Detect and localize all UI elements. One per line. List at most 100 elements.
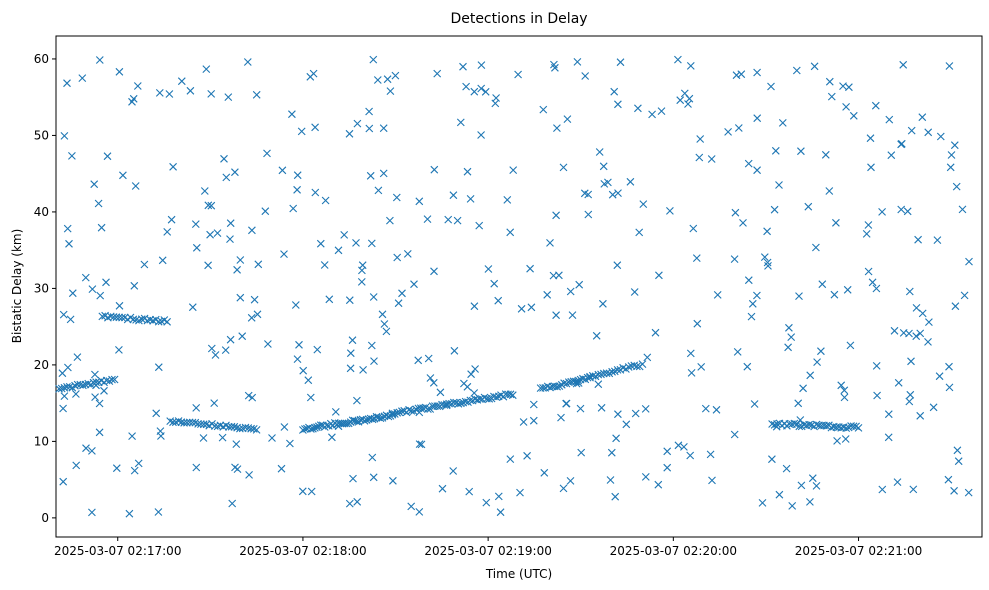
data-point-marker — [88, 508, 96, 517]
data-point-marker — [388, 410, 397, 419]
data-point-marker — [249, 425, 258, 433]
data-point-marker — [232, 440, 241, 448]
data-point-marker — [839, 82, 847, 90]
data-point-marker — [334, 422, 343, 431]
data-point-marker — [697, 363, 706, 371]
data-point-marker — [90, 180, 99, 189]
data-point-marker — [818, 280, 827, 289]
data-point-marker — [392, 193, 401, 202]
data-point-marker — [868, 278, 877, 287]
data-point-marker — [254, 260, 263, 269]
x-tick-label: 2025-03-07 02:20:00 — [610, 544, 737, 558]
data-point-marker — [706, 450, 715, 459]
data-point-marker — [207, 344, 216, 353]
data-point-marker — [878, 208, 886, 216]
data-point-marker — [778, 119, 787, 127]
data-point-marker — [684, 100, 692, 108]
data-point-marker — [753, 291, 761, 300]
data-point-marker — [884, 410, 893, 419]
data-point-marker — [540, 468, 549, 477]
data-point-marker — [389, 476, 397, 485]
data-point-marker — [817, 347, 825, 356]
data-point-marker — [797, 481, 806, 490]
data-point-marker — [794, 399, 803, 408]
data-point-marker — [430, 267, 438, 276]
data-point-marker — [845, 83, 853, 92]
data-point-marker — [481, 87, 490, 96]
data-point-marker — [346, 349, 355, 358]
data-point-marker — [651, 328, 660, 337]
data-point-marker — [167, 215, 176, 224]
data-point-marker — [373, 76, 382, 84]
data-point-marker — [115, 301, 124, 310]
data-point-marker — [238, 332, 247, 341]
data-point-marker — [575, 280, 584, 289]
data-point-marker — [496, 508, 505, 517]
data-point-marker — [734, 124, 743, 132]
data-point-marker — [357, 278, 366, 286]
data-point-marker — [380, 320, 389, 328]
data-point-marker — [110, 375, 119, 384]
data-point-marker — [599, 299, 607, 308]
data-point-marker — [348, 336, 357, 345]
data-point-marker — [529, 400, 538, 409]
data-point-marker — [131, 182, 140, 190]
data-point-marker — [379, 169, 388, 178]
data-point-marker — [631, 409, 640, 418]
data-point-marker — [94, 199, 103, 208]
data-point-marker — [696, 135, 705, 143]
data-point-marker — [154, 363, 163, 372]
data-point-marker — [821, 150, 830, 159]
data-point-marker — [573, 58, 582, 66]
data-point-marker — [213, 229, 222, 237]
data-point-marker — [906, 390, 915, 399]
data-point-marker — [840, 393, 849, 402]
data-point-marker — [128, 97, 136, 106]
data-point-marker — [626, 177, 635, 186]
data-point-marker — [453, 216, 462, 225]
data-point-marker — [407, 406, 416, 415]
data-point-marker — [519, 418, 528, 426]
data-point-marker — [112, 464, 121, 473]
data-point-marker — [758, 499, 767, 507]
data-point-marker — [810, 62, 819, 71]
data-point-marker — [449, 191, 458, 200]
data-point-marker — [311, 188, 320, 197]
data-point-marker — [433, 69, 442, 78]
data-point-marker — [638, 360, 647, 368]
data-point-marker — [592, 331, 601, 340]
data-point-marker — [444, 215, 453, 224]
data-point-marker — [964, 488, 973, 497]
data-point-marker — [614, 189, 622, 197]
data-point-marker — [250, 295, 259, 304]
data-point-marker — [639, 200, 648, 208]
data-point-marker — [584, 190, 593, 199]
data-point-marker — [529, 416, 538, 425]
data-point-marker — [95, 428, 104, 437]
data-point-marker — [463, 167, 472, 176]
data-point-marker — [707, 155, 716, 163]
data-point-marker — [130, 466, 139, 475]
data-point-marker — [686, 349, 695, 358]
data-point-marker — [897, 139, 906, 148]
data-point-marker — [92, 381, 100, 390]
data-point-marker — [767, 82, 775, 91]
data-point-marker — [64, 363, 72, 372]
y-tick-label: 20 — [34, 358, 49, 372]
data-point-marker — [867, 163, 875, 172]
data-point-marker — [438, 484, 447, 493]
data-point-marker — [365, 124, 374, 133]
data-point-marker — [657, 107, 666, 115]
data-point-marker — [568, 311, 577, 319]
data-point-marker — [369, 55, 378, 64]
data-point-marker — [543, 290, 552, 299]
data-point-marker — [648, 110, 656, 119]
data-point-marker — [842, 424, 851, 432]
data-point-marker — [492, 94, 500, 102]
data-point-marker — [115, 67, 124, 76]
data-point-marker — [96, 291, 105, 300]
data-point-marker — [449, 398, 458, 407]
data-point-marker — [349, 474, 357, 483]
data-point-marker — [204, 201, 213, 210]
